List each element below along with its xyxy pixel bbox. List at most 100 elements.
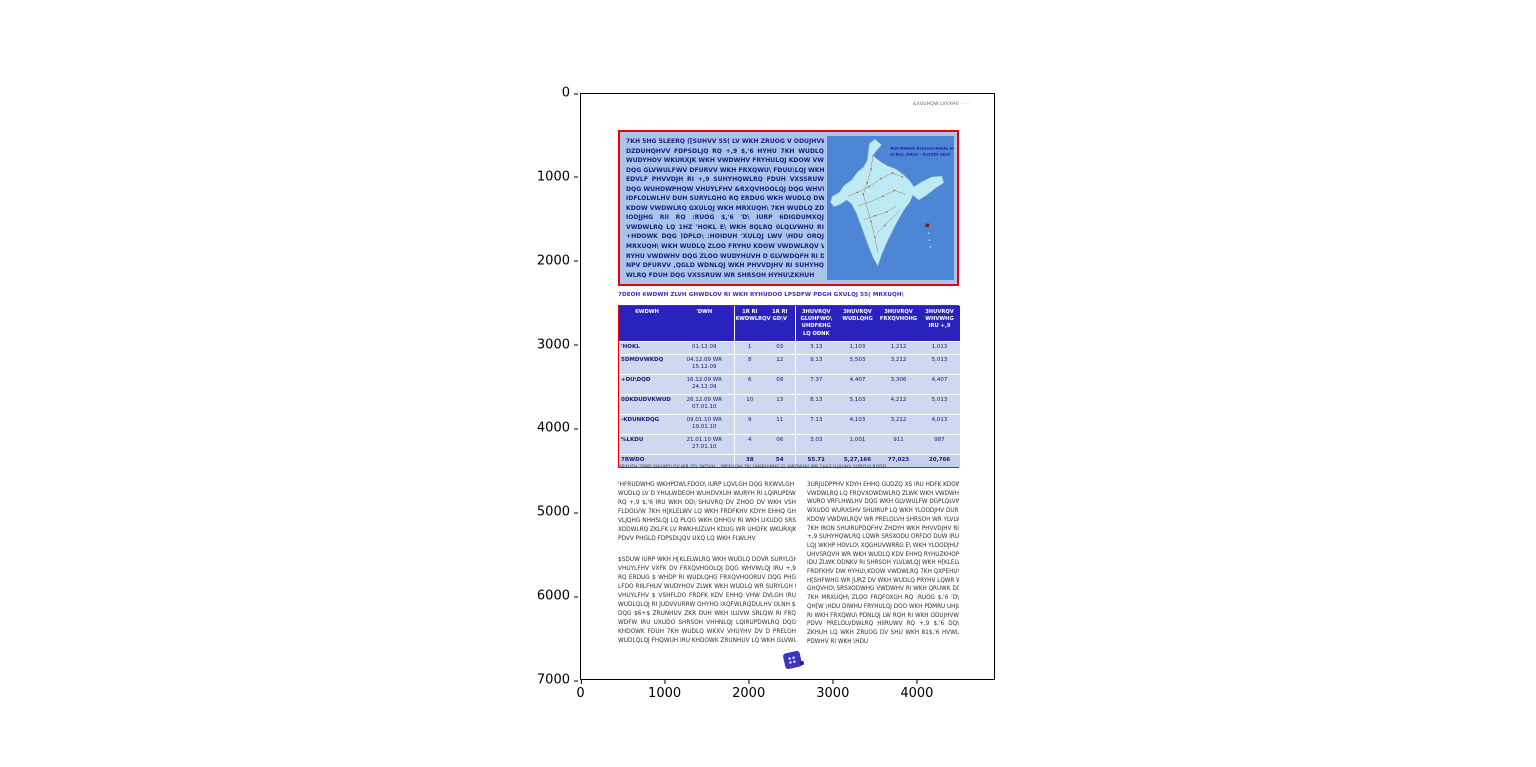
text-line: VHUYLFHV $ VSHFLDO FRDFK KDV EHHQ VHW DV… xyxy=(618,593,796,599)
cell-state: +DU\DQD xyxy=(619,373,675,395)
cell-days: 06 xyxy=(765,433,795,455)
body-columns: 'HFRUDWHG WKHPDWLFDOO\ IURP LQVLGH DQG R… xyxy=(618,481,959,658)
cell-stations: 4 xyxy=(733,433,765,455)
cell-counselled: 1,212 xyxy=(878,340,919,355)
islands xyxy=(927,232,932,248)
cell-state: %LKDU xyxy=(619,433,675,455)
intro-line: WUDYHOV WKURXJK WKH VWDWHV FRYHULQJ KDOW… xyxy=(626,157,824,165)
cell-tested: 987 xyxy=(919,433,960,455)
y-tick-label: 1000 xyxy=(536,169,579,185)
intro-line: IODJJHG RII RQ :RUOG $,'6 'D\ IURP 6DIGD… xyxy=(626,214,824,222)
cell-trained: 5,103 xyxy=(837,393,878,415)
page-header-note: &XUUHQW LVVXHV · · · xyxy=(913,102,969,107)
cell-reached: 3.13 xyxy=(794,340,837,355)
table-header-cell: 3HUVRQV FRXQVHOHG xyxy=(878,306,919,342)
table-row: 'HOKL 01.12.09 1 03 3.13 1,103 1,212 1,0… xyxy=(619,340,960,355)
table-footnote: 6RXUFH 'DWD SHUWDLQV WR 55( SKDVH ,, MRX… xyxy=(619,465,887,470)
intro-line: NPV DFURVV ,QGLD WDNLQJ WKH PHVVDJHV RI … xyxy=(626,262,824,270)
table-header-cell: 1R RI GD\V xyxy=(765,306,795,342)
intro-line: EDVLF PHVVDJH RI +,9 SUHYHQWLRQ FDUH VXS… xyxy=(626,176,824,184)
cell-tested: 5,013 xyxy=(919,353,960,375)
table-header-cell: 'DWH xyxy=(675,306,734,342)
table-header-row: 6WDWH 'DWH 1R RI 6WDWLRQV 1R RI GD\V 3HUVRQV… xyxy=(619,306,960,342)
y-tick-label: 2000 xyxy=(536,253,579,269)
text-line: ZKHUH LQ WKH ZRUOG DV SHU WKH 81$,'6 HVW… xyxy=(807,629,959,636)
cell-state: -KDUNKDQG xyxy=(619,413,675,435)
text-line: $SDUW IURP WKH H[KLELWLRQ WKH WUDLQ DOVR… xyxy=(618,557,796,563)
total-trained: 5,27,166 xyxy=(837,453,878,467)
table-row: +DU\DQD 16.12.09 WR 24.12.09 6 09 7.37 4… xyxy=(619,373,960,395)
cell-stations: 10 xyxy=(733,393,765,415)
map-title-line2: js fjcu ,Dlizsl - fu/kZfjr ekxZ xyxy=(890,151,951,156)
cell-reached: 7.37 xyxy=(794,373,837,395)
cell-stations: 6 xyxy=(733,373,765,395)
text-line: WURO VRFLHWLHV DQG WKH GLVWULFW DGPLQLVW… xyxy=(807,499,959,506)
cell-state: 5DMDVWKDQ xyxy=(619,353,675,375)
text-line: XODWLRQ ZKLFK LV RWKHUZLVH KDUG WR UHDFK… xyxy=(618,527,796,533)
text-line: QH[W \HDU DIWHU FRYHULQJ DOO WKH PDMRU U… xyxy=(807,603,959,610)
cell-stations: 8 xyxy=(733,353,765,375)
cell-trained: 4,103 xyxy=(837,413,878,435)
total-tested: 20,766 xyxy=(919,453,960,467)
cell-state: 'HOKL xyxy=(619,340,675,355)
map-title-line1: Red Ribbon Express Route map xyxy=(891,146,955,151)
cell-reached: 8.13 xyxy=(794,393,837,415)
x-tick-label: 2000 xyxy=(732,680,766,701)
x-tick-label: 3000 xyxy=(816,680,850,701)
intro-line: WLRQ FDUH DQG VXSSRUW WR SHRSOH HYHU\ZKH… xyxy=(626,271,815,279)
cell-reached: 7.13 xyxy=(794,413,837,435)
cell-counselled: 911 xyxy=(878,433,919,455)
india-outline xyxy=(829,138,945,268)
text-line: UHVSRQVH WR WKH WUDLQ KDV EHHQ RYHUZKHOP… xyxy=(807,551,959,558)
text-line: KDOW VWDWLRQV WR PRELOLVH SHRSOH WR YLVL… xyxy=(807,516,959,523)
left-column: 'HFRUDWHG WKHPDWLFDOO\ IURP LQVLGH DQG R… xyxy=(618,481,796,658)
cell-tested: 5,013 xyxy=(919,393,960,415)
total-reached: 55.71 xyxy=(794,453,837,467)
cell-date: 09.01.10 WR 19.01.10 xyxy=(675,413,734,435)
total-date xyxy=(675,453,734,467)
intro-line: IDFLOLWLHV DUH SURYLGHG RQ ERDUG WKH WUD… xyxy=(626,195,824,203)
intro-line: MRXUQH\ WKH WUDLQ ZLOO FRYHU KDOW VWDWLR… xyxy=(626,243,824,251)
text-line: WXUDO WURXSHV SHUIRUP LQ WKH YLOODJHV DU… xyxy=(807,508,959,515)
text-line: WUDLQ LV D YHULWDEOH WUHDVXUH WURYH RI L… xyxy=(618,491,796,497)
text-line: GHQVHO\ SRSXODWHG VWDWHV RI WKH QRUWK DQ… xyxy=(807,586,959,593)
y-tick-label: 3000 xyxy=(536,337,579,353)
intro-line: KDOW VWDWLRQ GXULQJ WKH MRXUQH\ 7KH WUDL… xyxy=(626,204,824,212)
stamp-dots-icon xyxy=(788,656,797,664)
total-counselled: 77,023 xyxy=(878,453,919,467)
text-line: RQ +,9 $,'6 IRU WKH OD\ SHUVRQ DV ZHOO D… xyxy=(618,500,796,506)
y-tick-label: 0 xyxy=(561,85,579,101)
text-line: 'HFRUDWHG WKHPDWLFDOO\ IURP LQVLGH DQG R… xyxy=(618,482,796,488)
intro-box: 7KH 5HG 5LEERQ ([SUHVV 55( LV WKH ZRUOG … xyxy=(618,130,959,286)
text-line: 7KH MRXUQH\ ZLOO FRQFOXGH RQ :RUOG $,'6 … xyxy=(807,595,959,602)
cell-days: 09 xyxy=(765,373,795,395)
cell-trained: 1,001 xyxy=(837,433,878,455)
table-total-row: 7RWDO 38 54 55.71 5,27,166 77,023 20,766 xyxy=(619,453,960,467)
text-line: WDFW IRU UXUDO SHRSOH VHHNLQJ LQIRUPDWLR… xyxy=(618,620,796,626)
y-tick-label: 4000 xyxy=(536,420,579,436)
intro-paragraph: 7KH 5HG 5LEERQ ([SUHVV 55( LV WKH ZRUOG … xyxy=(626,137,824,280)
cell-state: 0DKDUDVKWUD xyxy=(619,393,675,415)
y-tick-label: 5000 xyxy=(536,504,579,520)
cell-tested: 4,407 xyxy=(919,373,960,395)
cell-days: 12 xyxy=(765,353,795,375)
table-header-cell: 3HUVRQV WHVWHG IRU +,9 xyxy=(919,306,960,342)
cell-days: 13 xyxy=(765,393,795,415)
total-label: 7RWDO xyxy=(619,453,675,467)
text-line: VHUYLFHV VXFK DV FRXQVHOOLQJ DQG WHVWLQJ… xyxy=(618,566,796,572)
cell-tested: 1,013 xyxy=(919,340,960,355)
text-line: LFDO RIILFHUV WUDYHOV ZLWK WKH WUDLQ WR … xyxy=(618,584,796,590)
table-header-cell: 3HUVRQV WUDLQHG xyxy=(837,306,878,342)
y-tick-label: 6000 xyxy=(536,588,579,604)
intro-line: DQG WUHDWPHQW VHUYLFHV &RXQVHOOLQJ DQG W… xyxy=(626,185,824,193)
table-header-cell: 6WDWH xyxy=(619,306,675,342)
text-line: 3URJUDPPHV KDYH EHHQ GUDZQ XS IRU HDFK K… xyxy=(807,482,959,488)
text-line: IDU ZLWK ODNKV RI SHRSOH YLVLWLQJ WKH H[… xyxy=(807,560,959,567)
text-line: LQJ WKHP HDVLO\ XQGHUVWRRG E\ WKH YLOODJ… xyxy=(807,542,959,549)
table-header-cell: 3HUVRQV GLUHFWO\ UHDFKHG LQ ODNK xyxy=(794,306,837,342)
table-header-cell: 1R RI 6WDWLRQV xyxy=(733,306,771,342)
total-stations: 38 xyxy=(733,453,765,467)
table-caption: 7DEOH 6WDWH ZLVH GHWDLOV RI WKH RYHUDOO … xyxy=(618,292,904,298)
x-tick-label: 0 xyxy=(576,680,585,701)
